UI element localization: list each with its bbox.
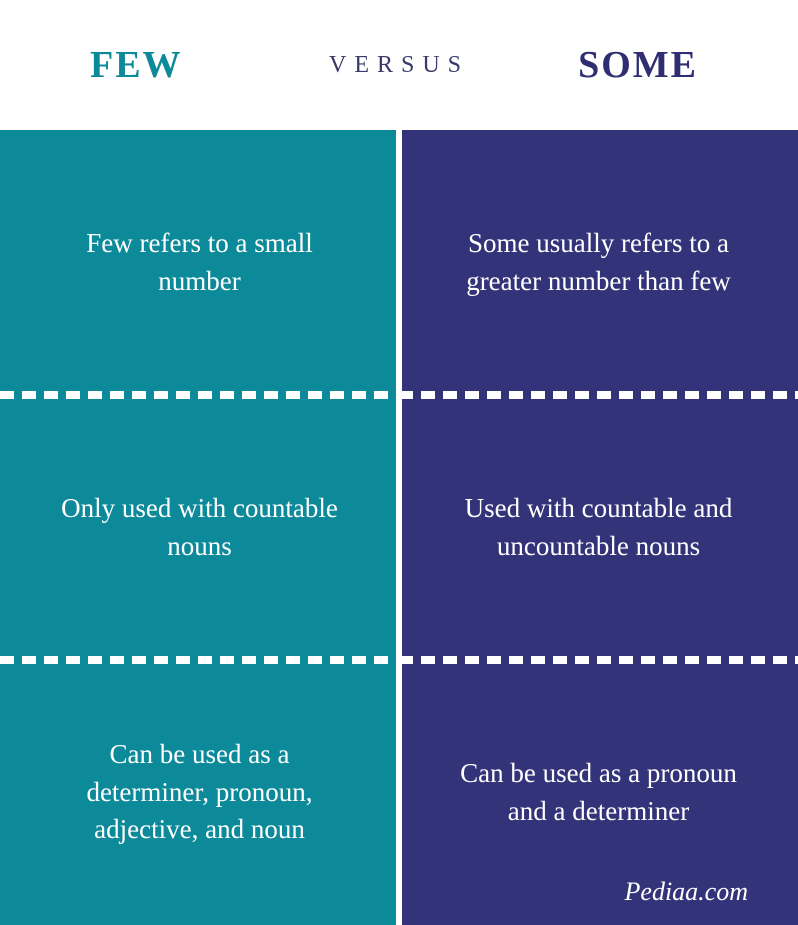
- vertical-divider: [396, 130, 402, 925]
- dashed-divider: [399, 391, 798, 399]
- right-cell-2: Used with countable and uncountable noun…: [399, 395, 798, 660]
- dashed-divider: [0, 391, 399, 399]
- right-cell-1: Some usually refers to a greater number …: [399, 130, 798, 395]
- cell-text: Few refers to a small number: [50, 225, 349, 301]
- attribution-text: Pediaa.com: [625, 877, 748, 907]
- cell-text: Used with countable and uncountable noun…: [449, 490, 748, 566]
- comparison-container: FEW VERSUS SOME Few refers to a small nu…: [0, 0, 798, 925]
- dashed-divider: [0, 656, 399, 664]
- comparison-body: Few refers to a small number Only used w…: [0, 130, 798, 925]
- cell-text: Can be used as a pronoun and a determine…: [449, 755, 748, 831]
- left-cell-3: Can be used as a determiner, pronoun, ad…: [0, 660, 399, 925]
- cell-text: Some usually refers to a greater number …: [449, 225, 748, 301]
- header-left-title: FEW: [90, 43, 183, 87]
- left-cell-1: Few refers to a small number: [0, 130, 399, 395]
- cell-text: Only used with countable nouns: [50, 490, 349, 566]
- cell-text: Can be used as a determiner, pronoun, ad…: [50, 736, 349, 849]
- header-right-title: SOME: [578, 43, 698, 87]
- right-column: Some usually refers to a greater number …: [399, 130, 798, 925]
- header-row: FEW VERSUS SOME: [0, 0, 798, 130]
- left-cell-2: Only used with countable nouns: [0, 395, 399, 660]
- header-versus-label: VERSUS: [329, 52, 469, 79]
- left-column: Few refers to a small number Only used w…: [0, 130, 399, 925]
- dashed-divider: [399, 656, 798, 664]
